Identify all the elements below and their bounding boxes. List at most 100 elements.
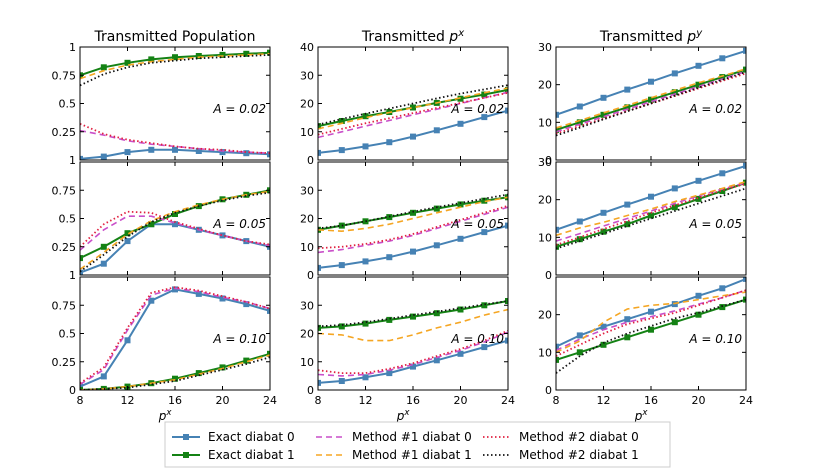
data-point-exact0 <box>410 248 416 255</box>
data-point-exact0 <box>243 150 250 157</box>
data-point-exact0 <box>457 350 464 357</box>
data-point-exact1 <box>481 197 488 204</box>
x-tick-label: 8 <box>77 394 84 407</box>
series-line-m1d1 <box>80 53 270 80</box>
panel-annotation: A = 0.02 <box>688 102 742 116</box>
series-line-m2d0 <box>556 72 746 135</box>
y-tick-label: 40 <box>300 41 314 54</box>
y-tick-label: 30 <box>538 156 552 169</box>
data-point-exact1 <box>195 53 202 59</box>
data-point-exact1 <box>556 243 559 250</box>
series-line-m1d0 <box>556 70 746 133</box>
data-point-exact1 <box>648 212 654 219</box>
legend-label: Method #1 diabat 1 <box>352 448 472 462</box>
data-point-exact0 <box>481 229 488 236</box>
series-line-m1d0 <box>80 129 270 154</box>
data-point-exact1 <box>671 204 678 211</box>
series-line-exact1 <box>80 352 270 390</box>
legend-marker <box>183 434 189 440</box>
series-line-m1d0 <box>80 215 270 251</box>
x-tick-label: 24 <box>501 394 515 407</box>
y-tick-label: 20 <box>538 309 552 322</box>
data-point-exact1 <box>600 228 607 235</box>
y-tick-label: 0.75 <box>52 299 77 312</box>
y-tick-label: 30 <box>300 69 314 82</box>
data-point-exact0 <box>80 269 83 275</box>
data-point-exact0 <box>671 70 678 77</box>
panel-annotation: A = 0.05 <box>450 217 504 231</box>
y-tick-label: 1 <box>69 41 76 54</box>
data-point-exact0 <box>624 316 631 323</box>
legend-label: Exact diabat 0 <box>208 430 295 444</box>
x-tick-label: 12 <box>121 394 135 407</box>
series-line-m2d0 <box>318 204 508 250</box>
data-point-exact0 <box>318 379 321 386</box>
data-point-exact0 <box>481 114 488 121</box>
panel-annotation: A = 0.05 <box>688 217 742 231</box>
series-line-exact0 <box>318 109 508 154</box>
y-tick-label: 20 <box>538 194 552 207</box>
data-point-exact0 <box>695 292 702 299</box>
x-tick-label: 16 <box>168 394 182 407</box>
data-point-exact0 <box>719 170 726 177</box>
legend-label: Method #2 diabat 0 <box>519 430 639 444</box>
y-tick-label: 10 <box>300 356 314 369</box>
panel-annotation: A = 0.05 <box>212 217 266 231</box>
x-tick-label: 20 <box>692 394 706 407</box>
data-point-exact1 <box>338 118 345 124</box>
y-tick-label: 0 <box>307 384 314 397</box>
legend-frame <box>164 421 671 468</box>
series-line-m2d1 <box>80 191 270 273</box>
data-point-exact0 <box>267 151 270 158</box>
data-point-exact0 <box>576 332 583 339</box>
series-line-m1d0 <box>318 91 508 139</box>
data-point-exact0 <box>505 222 508 229</box>
data-point-exact1 <box>100 64 107 71</box>
y-tick-label: 30 <box>300 184 314 197</box>
data-point-exact1 <box>433 205 440 212</box>
data-point-exact0 <box>410 133 416 140</box>
x-tick-label: 16 <box>406 394 420 407</box>
series-line-m1d1 <box>556 68 746 129</box>
y-tick-label: 0 <box>307 154 314 167</box>
data-point-exact0 <box>80 383 83 390</box>
data-point-exact1 <box>100 243 107 250</box>
data-point-exact0 <box>338 147 345 154</box>
panel-annotation: A = 0.10 <box>688 332 742 346</box>
data-point-exact1 <box>410 313 416 320</box>
data-point-exact1 <box>318 324 321 331</box>
panel-annotation: A = 0.02 <box>450 102 504 116</box>
series-line-m2d1 <box>556 187 746 250</box>
series-line-m2d0 <box>556 182 746 246</box>
legend-item-m2d1: Method #2 diabat 1 <box>483 448 639 462</box>
data-point-exact0 <box>624 86 631 93</box>
data-point-exact1 <box>648 326 654 333</box>
y-tick-label: 0 <box>545 154 552 167</box>
data-point-exact1 <box>318 123 321 130</box>
series-line-m2d0 <box>80 286 270 384</box>
legend-item-exact0: Exact diabat 0 <box>172 430 295 444</box>
panel-title: Transmitted px <box>361 28 465 46</box>
y-tick-label: 20 <box>300 98 314 111</box>
x-tick-label: 24 <box>263 394 277 407</box>
data-point-exact0 <box>267 307 270 314</box>
y-tick-label: 0 <box>545 269 552 282</box>
data-point-exact0 <box>457 120 464 127</box>
data-point-exact1 <box>219 364 226 371</box>
data-point-exact1 <box>362 113 369 120</box>
x-tick-label: 20 <box>216 394 230 407</box>
series-line-m2d1 <box>318 84 508 126</box>
x-tick-label: 8 <box>553 394 560 407</box>
data-point-exact1 <box>172 211 178 217</box>
data-point-exact1 <box>219 51 226 58</box>
legend: Exact diabat 0 Exact diabat 1 Method #1 di… <box>164 421 671 468</box>
data-point-exact1 <box>648 96 654 103</box>
data-point-exact1 <box>481 91 488 98</box>
data-point-exact0 <box>386 254 393 261</box>
data-point-exact0 <box>386 370 393 377</box>
data-point-exact1 <box>576 349 583 356</box>
data-point-exact1 <box>148 221 155 228</box>
data-point-exact1 <box>267 350 270 357</box>
